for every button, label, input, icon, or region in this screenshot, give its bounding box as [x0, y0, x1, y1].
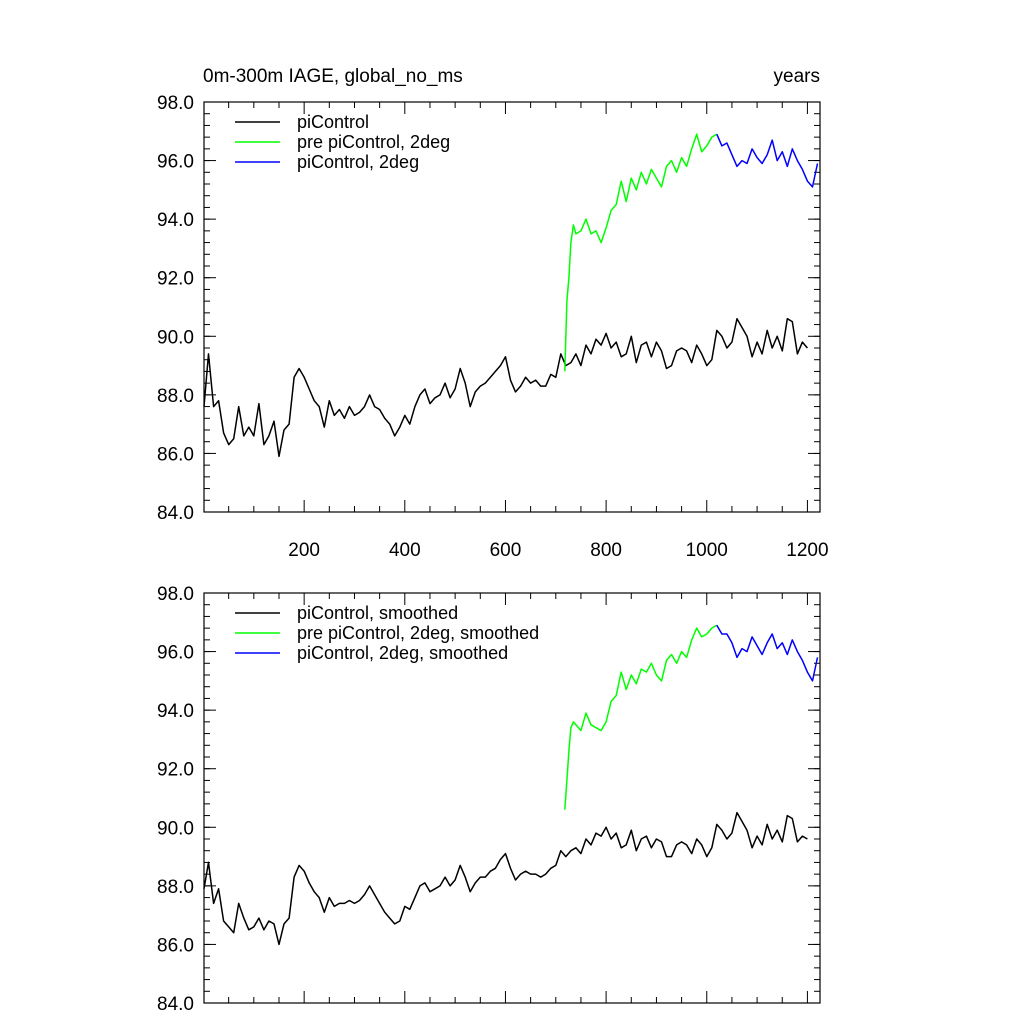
- y-tick-label: 98.0: [157, 93, 194, 114]
- plot-title: 0m-300m IAGE, global_no_ms: [203, 66, 463, 87]
- y-tick-label: 96.0: [157, 643, 194, 664]
- legend-label: pre piControl, 2deg: [297, 132, 450, 152]
- y-tick-label: 92.0: [157, 269, 194, 290]
- y-tick-label: 86.0: [157, 444, 194, 465]
- legend-label: piControl, 2deg: [297, 152, 419, 172]
- y-tick-label: 88.0: [157, 877, 194, 898]
- legend-label: piControl: [297, 112, 369, 132]
- legend-label: piControl, 2deg, smoothed: [297, 643, 508, 663]
- smoothed-panel: 84.0 86.0 88.0 90.0 92.0 94.0 96.0 98.0 piContro…: [157, 584, 821, 1015]
- series-pre-picontrol-2deg-smoothed: [564, 624, 718, 810]
- plot-frame: [203, 592, 821, 1004]
- series-pre-picontrol-2deg: [564, 133, 718, 372]
- raw-panel: 84.0 86.0 88.0 90.0 92.0 94.0 96.0 98.0 200 400 60…: [157, 93, 829, 561]
- x-tick-label: 200: [288, 540, 320, 561]
- y-tick-label: 98.0: [157, 584, 194, 605]
- y-tick-label: 96.0: [157, 152, 194, 173]
- y-tick-label: 94.0: [157, 701, 194, 722]
- plot-frame: [203, 101, 821, 513]
- y-tick-label: 90.0: [157, 327, 194, 348]
- x-tick-label: 1200: [786, 540, 828, 561]
- x-tick-label: 800: [590, 540, 622, 561]
- y-tick-label: 92.0: [157, 760, 194, 781]
- series-picontrol-2deg: [716, 133, 819, 188]
- y-tick-label: 86.0: [157, 935, 194, 956]
- series-picontrol-2deg-smoothed: [716, 624, 819, 682]
- legend-label: pre piControl, 2deg, smoothed: [297, 623, 539, 643]
- x-tick-label: 400: [389, 540, 421, 561]
- y-tick-label: 88.0: [157, 386, 194, 407]
- x-tick-label: 1000: [686, 540, 728, 561]
- series-picontrol-smoothed: [203, 811, 808, 946]
- y-tick-label: 84.0: [157, 994, 194, 1015]
- series-picontrol: [203, 317, 808, 458]
- x-tick-label: 600: [490, 540, 522, 561]
- y-tick-label: 84.0: [157, 503, 194, 524]
- y-tick-label: 90.0: [157, 818, 194, 839]
- y-tick-label: 94.0: [157, 210, 194, 231]
- legend-label: piControl, smoothed: [297, 603, 458, 623]
- x-units-label: years: [774, 66, 820, 87]
